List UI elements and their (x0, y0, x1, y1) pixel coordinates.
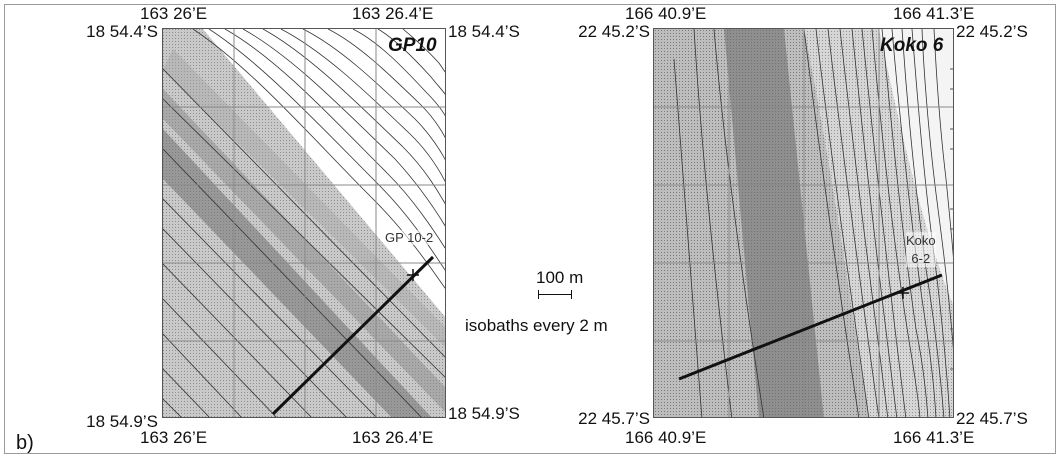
koko6-station-label: Koko 6-2 (906, 232, 936, 268)
gp10-lat-bottom-right: 18 54.9’S (448, 404, 520, 423)
figure-frame (4, 4, 1056, 454)
koko-lat-top-left: 22 45.2’S (578, 22, 650, 41)
koko6-contours (673, 29, 953, 417)
panel-label: b) (16, 432, 34, 454)
gp10-lat-top-left: 18 54.4’S (86, 22, 158, 41)
koko-lat-bottom-left: 22 45.7’S (578, 409, 650, 428)
koko-lat-top-right: 22 45.2’S (956, 22, 1028, 41)
gp10-lon-right-top: 163 26.4’E (352, 4, 434, 23)
koko-lon-right-top: 166 41.3’E (893, 4, 975, 23)
koko6-map-title: Koko 6 (880, 35, 944, 56)
gp10-map-title: GP10 (388, 35, 437, 56)
scale-bar-label: 100 m (536, 268, 584, 287)
koko6-slope-band-dark (724, 29, 824, 417)
gp10-station-marker (407, 269, 419, 281)
gp10-slope-band-dark (163, 129, 432, 417)
gp10-lat-bottom-left: 18 54.9’S (86, 412, 158, 431)
scale-bar (538, 290, 572, 299)
gp10-lon-right-bottom: 163 26.4’E (352, 428, 434, 447)
koko6-bathymetry-map (653, 28, 954, 418)
gp10-shallow-area (203, 29, 445, 317)
koko-lon-right-bottom: 166 41.3’E (893, 428, 975, 447)
gp10-lat-top-right: 18 54.4’S (448, 22, 520, 41)
gp10-grid (163, 29, 445, 417)
gp10-lon-left-top: 163 26’E (140, 4, 208, 23)
koko6-station-label-line1: Koko (906, 233, 936, 248)
koko6-edge-ticks (950, 68, 953, 370)
koko6-bathymetry-svg (654, 29, 953, 417)
gp10-profile-line (271, 255, 435, 416)
gp10-lon-left-bottom: 163 26’E (140, 428, 208, 447)
koko6-station-marker (897, 287, 909, 299)
koko6-grid (654, 29, 953, 417)
gp10-bathymetry-map (162, 28, 446, 418)
koko-lon-left-bottom: 166 40.9’E (625, 428, 707, 447)
gp10-bathymetry-svg (163, 29, 445, 417)
isobaths-note: isobaths every 2 m (465, 316, 608, 335)
koko6-station-label-line2: 6-2 (911, 250, 931, 266)
gp10-contours (163, 29, 445, 417)
gp10-station-label: GP 10-2 (385, 230, 434, 245)
koko-lon-left-top: 166 40.9’E (625, 4, 707, 23)
koko-lat-bottom-right: 22 45.7’S (956, 409, 1028, 428)
